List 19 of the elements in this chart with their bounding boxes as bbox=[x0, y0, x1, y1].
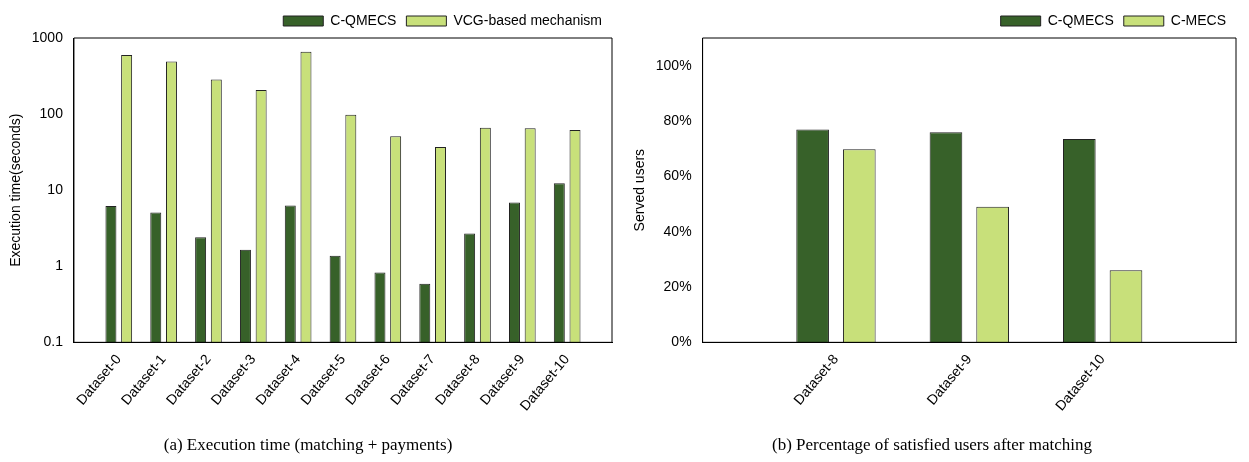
legend-label: VCG-based mechanism bbox=[453, 11, 603, 28]
y-axis-title: Execution time(seconds) bbox=[7, 113, 24, 267]
y-tick-label: 20% bbox=[663, 277, 692, 294]
y-tick-label: 1 bbox=[55, 257, 64, 274]
y-tick-label: 10 bbox=[47, 181, 64, 198]
text: (b) Percentage of satisfied users after matching bbox=[771, 435, 1093, 455]
y-tick-label: 0% bbox=[671, 333, 692, 350]
legend-label: C-QMECS bbox=[330, 11, 397, 28]
y-tick-label: 100% bbox=[655, 56, 692, 73]
y-tick-label: 40% bbox=[663, 222, 692, 239]
y-tick-label: 60% bbox=[663, 167, 692, 184]
y-tick-label: 0.1 bbox=[43, 333, 64, 350]
legend-label: C-MECS bbox=[1170, 11, 1227, 28]
y-tick-label: 100 bbox=[39, 104, 64, 121]
y-tick-label: 80% bbox=[663, 111, 692, 128]
legend-label: C-QMECS bbox=[1047, 11, 1114, 28]
y-axis-title: Served users bbox=[631, 148, 648, 232]
text: (a) Execution time (matching + payments) bbox=[163, 435, 453, 455]
y-tick-label: 1000 bbox=[31, 28, 64, 45]
